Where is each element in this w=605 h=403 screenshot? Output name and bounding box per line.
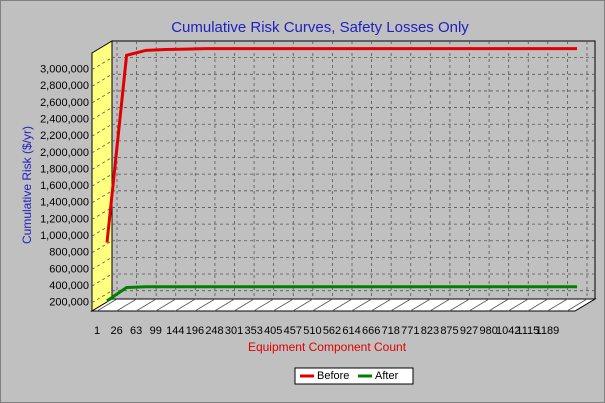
x-tick-label: 510 [303,325,321,337]
x-tick-label: 875 [440,325,458,337]
y-tick-label: 1,800,000 [40,163,89,175]
floor-line [214,298,235,312]
floor-line [547,298,568,312]
x-tick-label: 823 [421,325,439,337]
floor-line [96,298,118,312]
x-tick-label: 980 [479,325,497,337]
floor-line [449,298,470,312]
x-tick-label: 1189 [536,325,560,337]
grid-line [91,240,113,254]
y-tick-label: 2,000,000 [40,147,89,159]
legend-label: After [375,370,399,382]
y-axis-label: Cumulative Risk ($/yr) [20,126,34,244]
grid-line [91,157,113,170]
floor-line [566,298,588,312]
floor-line [370,298,392,312]
grid-line [91,207,113,220]
x-tick-label: 301 [225,325,243,337]
floor-line [351,298,372,312]
grid-line [91,190,113,204]
y-tick-label: 1,600,000 [40,180,89,192]
x-axis-label: Equipment Component Count [248,340,407,354]
floor [90,298,597,312]
x-tick-label: 63 [130,325,142,337]
x-tick-label: 718 [382,325,400,337]
floor-line [135,298,157,312]
grid-line [91,90,113,104]
x-tick-label: 927 [460,325,478,337]
y-tick-label: 600,000 [49,263,89,275]
x-tick-label: 196 [186,325,204,337]
grid-line [91,140,113,154]
grid-line [91,107,113,120]
legend-label: Before [317,370,349,382]
x-tick-label: 614 [342,325,360,337]
x-tick-label: 562 [323,325,341,337]
grid-line [91,123,113,137]
back-wall [111,40,596,300]
x-tick-label: 771 [401,325,419,337]
x-tick-label: 26 [110,325,122,337]
floor-line [233,298,255,312]
floor-line [312,298,333,312]
floor-line [527,298,549,312]
y-tick-label: 1,400,000 [40,197,89,209]
x-tick-label: 1042 [496,325,520,337]
floor-line [429,298,451,312]
floor-line [331,298,353,312]
grid-line [91,173,113,187]
x-tick-label: 353 [244,325,262,337]
y-tick-label: 2,600,000 [40,97,89,109]
floor-line [508,298,529,312]
x-tick-label: 144 [166,325,184,337]
y-tick-label: 1,200,000 [40,213,89,225]
y-tick-label: 2,800,000 [40,80,89,92]
x-tick-label: 1115 [516,325,539,337]
y-tick-label: 800,000 [49,247,89,259]
x-tick-label: 666 [362,325,380,337]
floor-line [390,298,411,312]
grid-line [91,57,113,70]
y-tick-label: 200,000 [49,297,89,309]
line-series [105,47,577,243]
floor-line [155,298,176,312]
floor-line [292,298,314,312]
floor-line [273,298,294,312]
x-tick-label: 1 [94,325,100,337]
y-tick-label: 400,000 [49,280,89,292]
floor-line [116,298,137,312]
y-tick-label: 3,000,000 [40,64,89,76]
grid-line [91,73,113,87]
x-tick-label: 248 [205,325,223,337]
grid-line [91,290,113,304]
floor-line [488,298,509,312]
floor-line [175,298,196,312]
y-tick-label: 1,000,000 [40,230,89,242]
floor-line [194,298,216,312]
x-tick-label: 99 [150,325,162,337]
grid-line [91,273,113,287]
chart-title: Cumulative Risk Curves, Safety Losses On… [171,19,469,36]
line-series [106,285,577,303]
floor-line [410,298,431,312]
x-tick-label: 457 [284,325,302,337]
floor-line [468,298,490,312]
grid-line [91,257,113,270]
legend-box [294,367,414,385]
y-tick-label: 2,400,000 [40,113,89,125]
x-tick-label: 405 [264,325,282,337]
y-tick-label: 2,200,000 [40,130,89,142]
floor-line [253,298,274,312]
